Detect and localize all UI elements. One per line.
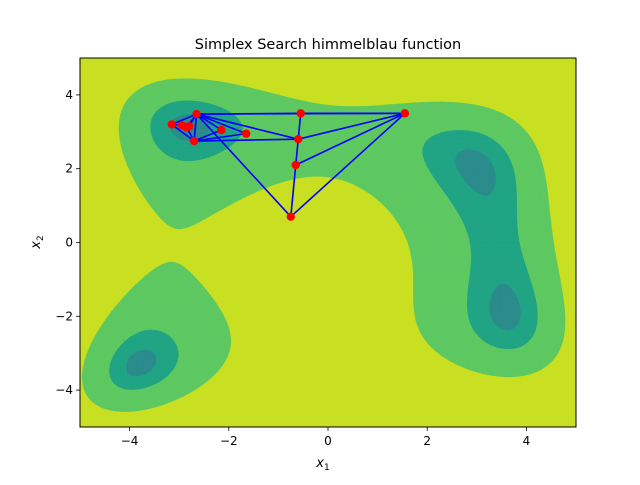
- simplex-edge: [196, 112, 301, 115]
- x-tick-label: −4: [121, 434, 139, 448]
- simplex-edge: [290, 112, 406, 218]
- y-tick-label: 2: [65, 162, 73, 176]
- simplex-vertex: [296, 109, 305, 118]
- y-axis-ticks: −4 −2 0 2 4: [55, 88, 80, 397]
- plot-area: [80, 58, 576, 427]
- x-tick-label: 2: [423, 434, 431, 448]
- x-tick-label: 4: [523, 434, 531, 448]
- chart-title: Simplex Search himmelblau function: [195, 37, 461, 53]
- simplex-edge: [171, 113, 197, 126]
- simplex-vertex: [400, 109, 410, 118]
- simplex-edge: [196, 113, 222, 131]
- simplex-edge: [194, 138, 299, 142]
- simplex-edge: [290, 164, 297, 217]
- simplex-vertex: [291, 160, 300, 170]
- y-axis-label: x2: [29, 235, 46, 249]
- simplex-vertex: [294, 134, 303, 144]
- simplex-edge: [298, 112, 406, 140]
- simplex-vertex: [184, 122, 194, 131]
- simplex-vertex: [167, 120, 176, 129]
- y-tick-label: −2: [55, 309, 73, 323]
- simplex-points: [167, 109, 410, 221]
- simplex-edge: [297, 113, 302, 140]
- y-tick-label: 4: [65, 88, 73, 102]
- simplex-vertex: [192, 109, 201, 119]
- simplex-vertex: [189, 136, 199, 146]
- x-axis-ticks: −4 −2 0 2 4: [121, 427, 530, 448]
- simplex-edge: [171, 123, 195, 142]
- x-axis-label: x1: [315, 456, 329, 473]
- simplex-edge: [193, 129, 222, 142]
- simplex-edge: [195, 113, 292, 218]
- simplex-edge: [196, 113, 299, 140]
- simplex-vertex: [286, 212, 295, 221]
- x-tick-label: 0: [324, 434, 332, 448]
- x-tick-label: −2: [220, 434, 238, 448]
- simplex-edge: [295, 112, 406, 166]
- simplex-edge: [196, 113, 247, 135]
- simplex-edge: [193, 132, 247, 142]
- simplex-vertex: [217, 125, 226, 135]
- simplex-edge: [193, 114, 198, 142]
- y-tick-label: −4: [55, 383, 73, 397]
- y-tick-label: 0: [65, 236, 73, 250]
- simplex-edge: [294, 139, 300, 166]
- contour-fills: [82, 78, 566, 412]
- simplex-vertex: [241, 129, 251, 138]
